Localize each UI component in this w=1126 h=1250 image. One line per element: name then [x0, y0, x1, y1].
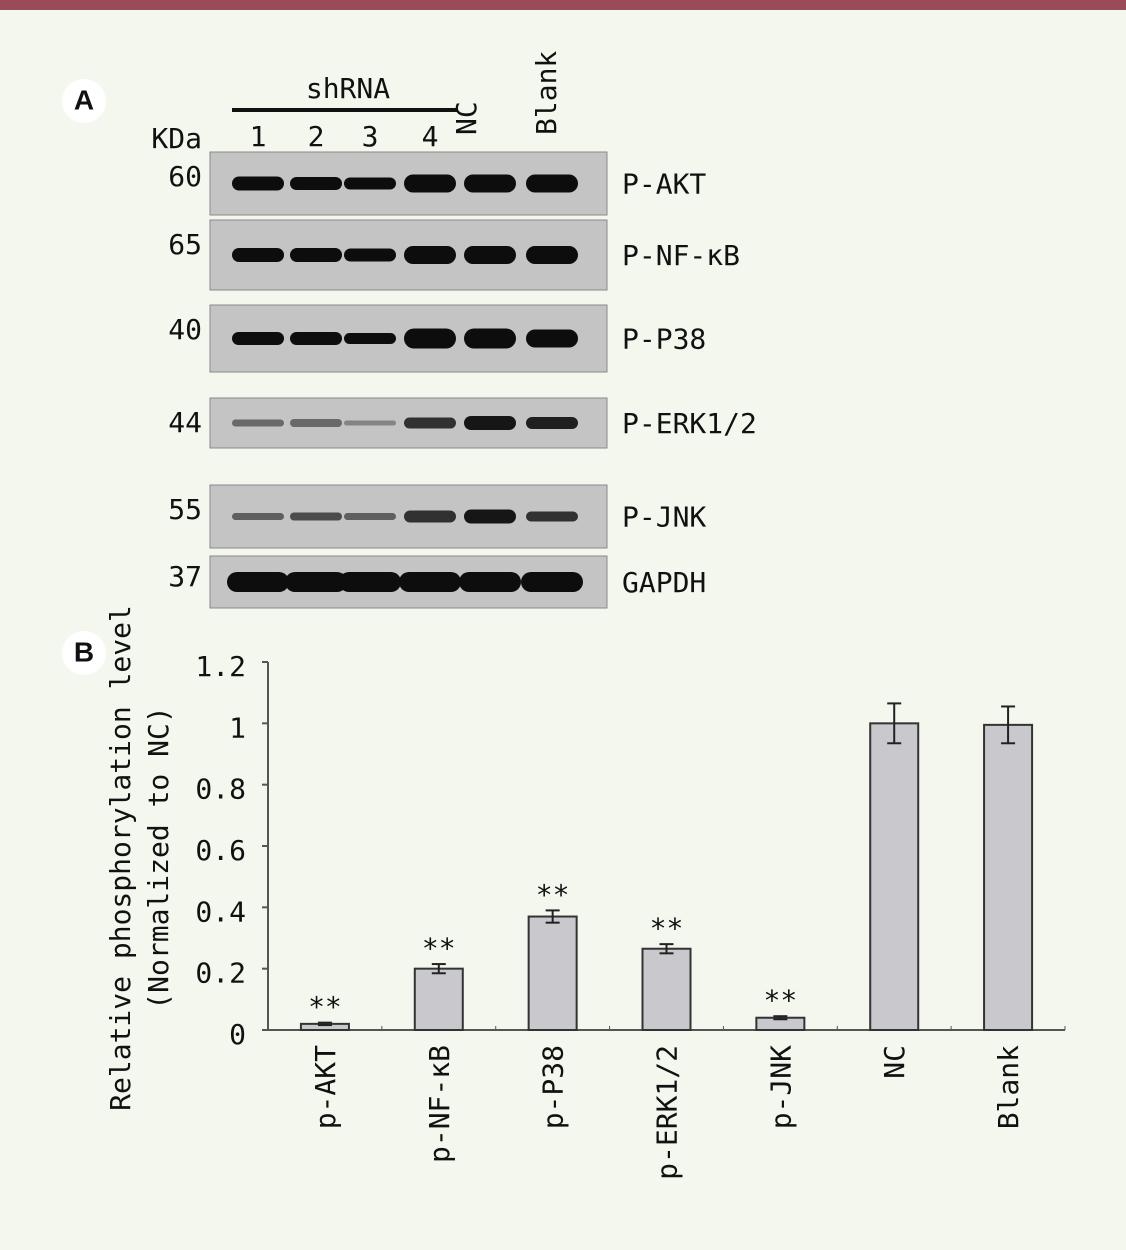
significance-label: **: [763, 984, 797, 1017]
bar: [413, 967, 464, 1032]
row-label: P-AKT: [622, 168, 706, 201]
x-tick-label: p-ERK1/2: [651, 1045, 684, 1180]
kda-label: KDa: [151, 122, 202, 155]
kda-value: 65: [168, 228, 202, 261]
bar: [983, 723, 1034, 1031]
band: [290, 248, 342, 262]
band: [232, 248, 284, 262]
kda-value: 37: [168, 560, 202, 593]
kda-value: 44: [168, 406, 202, 439]
row-label: P-P38: [622, 323, 706, 356]
panel-badge: [62, 631, 106, 675]
y-tick-label: 0.8: [195, 773, 246, 806]
x-tick-label: Blank: [992, 1045, 1025, 1129]
kda-value: 60: [168, 160, 202, 193]
band: [464, 416, 516, 430]
row-label: GAPDH: [622, 566, 706, 599]
band: [464, 328, 516, 349]
band: [344, 333, 396, 344]
band: [290, 512, 342, 521]
kda-value: 40: [168, 313, 202, 346]
bar: [641, 947, 692, 1032]
lane-label: 4: [422, 120, 439, 153]
y-tick-label: 1: [229, 711, 246, 744]
band: [404, 328, 456, 349]
band: [464, 509, 516, 524]
band: [404, 417, 456, 429]
band: [404, 510, 456, 523]
group-label: shRNA: [306, 72, 390, 105]
y-tick-label: 0.2: [195, 957, 246, 990]
lane-label: 1: [250, 120, 267, 153]
x-tick-label: p-P38: [537, 1045, 570, 1129]
lane-label: 2: [308, 120, 325, 153]
significance-label: **: [536, 878, 570, 911]
y-axis-label: Relative phosphorylation level: [104, 605, 137, 1111]
lane-label: Blank: [530, 51, 563, 135]
x-tick-label: p-AKT: [309, 1045, 342, 1129]
band: [526, 417, 578, 429]
band: [227, 572, 289, 592]
lane-label: 3: [362, 120, 379, 153]
band: [526, 511, 578, 522]
y-tick-label: 1.2: [195, 650, 246, 683]
band: [290, 419, 342, 427]
band: [344, 420, 396, 426]
band: [290, 332, 342, 345]
band: [344, 513, 396, 520]
panel-label: B: [74, 636, 94, 667]
row-label: P-ERK1/2: [622, 407, 757, 440]
band: [464, 246, 516, 264]
lane-label: NC: [450, 101, 483, 135]
significance-label: **: [422, 932, 456, 965]
band: [285, 572, 347, 592]
band: [521, 572, 583, 592]
bar: [527, 915, 578, 1031]
band: [232, 176, 284, 191]
band: [526, 246, 578, 264]
band: [344, 248, 396, 262]
bar: [869, 722, 920, 1031]
band: [339, 572, 401, 592]
y-axis-label: (Normalized to NC): [142, 706, 175, 1009]
band: [232, 332, 284, 345]
panel-label: A: [74, 84, 94, 115]
panel-badge: [62, 79, 106, 123]
y-tick-label: 0.6: [195, 834, 246, 867]
y-tick-label: 0: [229, 1018, 246, 1051]
significance-label: **: [308, 991, 342, 1024]
y-tick-label: 0.4: [195, 895, 246, 928]
band: [290, 177, 342, 190]
band: [459, 572, 521, 592]
significance-label: **: [650, 912, 684, 945]
band: [526, 174, 578, 193]
band: [404, 174, 456, 193]
band: [464, 174, 516, 193]
top-bar: [0, 0, 1126, 10]
band: [399, 572, 461, 592]
x-tick-label: p-NF-κB: [423, 1045, 456, 1163]
band: [344, 177, 396, 190]
band: [526, 329, 578, 348]
band: [404, 246, 456, 264]
x-tick-label: NC: [878, 1045, 911, 1079]
row-label: P-JNK: [622, 501, 706, 534]
row-label: P-NF-κB: [622, 239, 740, 272]
x-tick-label: p-JNK: [764, 1045, 797, 1129]
kda-value: 55: [168, 493, 202, 526]
band: [232, 419, 284, 427]
band: [232, 513, 284, 520]
